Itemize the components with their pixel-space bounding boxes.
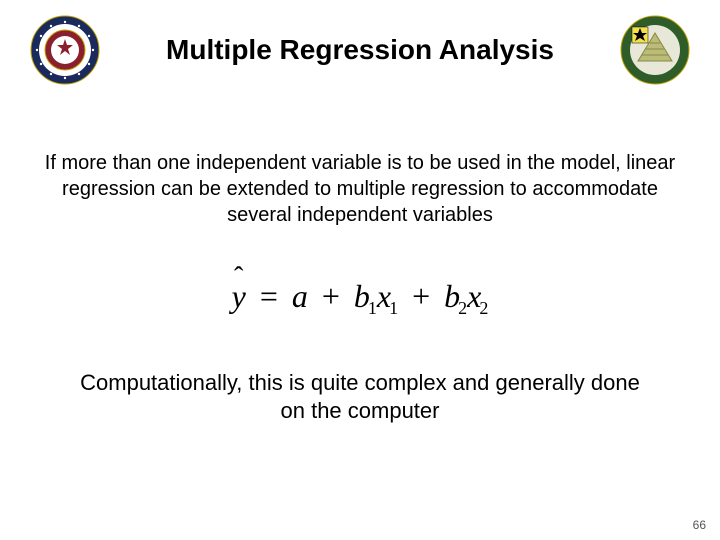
coef-a: a (292, 278, 308, 314)
header: Multiple Regression Analysis (30, 10, 690, 90)
plus-1: + (322, 278, 340, 314)
slide: Multiple Regression Analysis If more tha… (0, 0, 720, 540)
army-secretary-seal (30, 15, 100, 90)
slide-title: Multiple Regression Analysis (166, 34, 554, 66)
var-x2: x2 (467, 278, 488, 314)
army-fm-seal (620, 15, 690, 90)
equals-sign: = (260, 278, 278, 314)
var-x1: x1 (377, 278, 398, 314)
coef-b2: b2 (444, 278, 467, 314)
regression-equation: y = a + b1x1 + b2x2 (30, 278, 690, 319)
coef-b1: b1 (354, 278, 377, 314)
page-number: 66 (693, 518, 706, 532)
y-hat: y (232, 278, 246, 315)
intro-paragraph: If more than one independent variable is… (30, 150, 690, 228)
footer-paragraph: Computationally, this is quite complex a… (30, 369, 690, 424)
plus-2: + (412, 278, 430, 314)
